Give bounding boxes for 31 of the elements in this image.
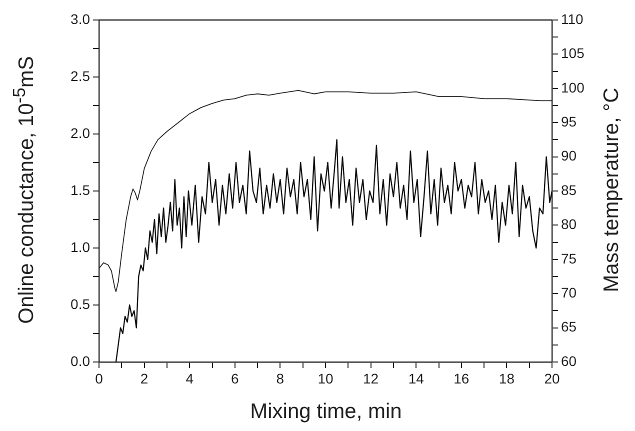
x-tick-label: 12 — [363, 370, 379, 386]
y2-tick-label: 100 — [561, 79, 585, 96]
x-tick-label: 18 — [498, 370, 515, 386]
y-tick-label: 0.0 — [70, 352, 90, 369]
x-tick-label: 20 — [544, 370, 560, 386]
y-tick-label: 2.5 — [70, 68, 90, 84]
y2-tick-label: 65 — [561, 318, 577, 335]
y2-tick-label: 105 — [561, 45, 585, 62]
y2-tick-label: 95 — [561, 113, 577, 130]
x-tick-label: 8 — [276, 370, 284, 386]
y-tick-label: 1.5 — [70, 182, 90, 198]
y2-tick-label: 80 — [561, 216, 577, 232]
y2-axis-title: Mass temperature, °C — [600, 88, 624, 292]
y2-tick-label: 110 — [561, 10, 584, 27]
x-tick-label: 2 — [140, 370, 148, 386]
x-tick-label: 10 — [318, 370, 334, 386]
y-tick-label: 2.0 — [70, 124, 90, 141]
x-tick-label: 14 — [408, 370, 424, 386]
x-tick-label: 4 — [186, 370, 194, 386]
x-tick-label: 0 — [95, 370, 104, 386]
y-tick-label: 0.5 — [70, 296, 90, 312]
y2-tick-label: 70 — [561, 284, 577, 300]
y-tick-label: 3.0 — [70, 10, 90, 27]
y2-tick-label: 90 — [561, 148, 577, 164]
y2-tick-label: 60 — [561, 352, 577, 369]
y-tick-label: 1.0 — [70, 238, 90, 255]
y2-tick-label: 85 — [561, 182, 577, 198]
y2-tick-label: 75 — [561, 250, 577, 266]
x-tick-label: 16 — [454, 370, 470, 386]
x-axis-title: Mixing time, min — [250, 400, 402, 424]
x-tick-label: 6 — [231, 370, 239, 386]
